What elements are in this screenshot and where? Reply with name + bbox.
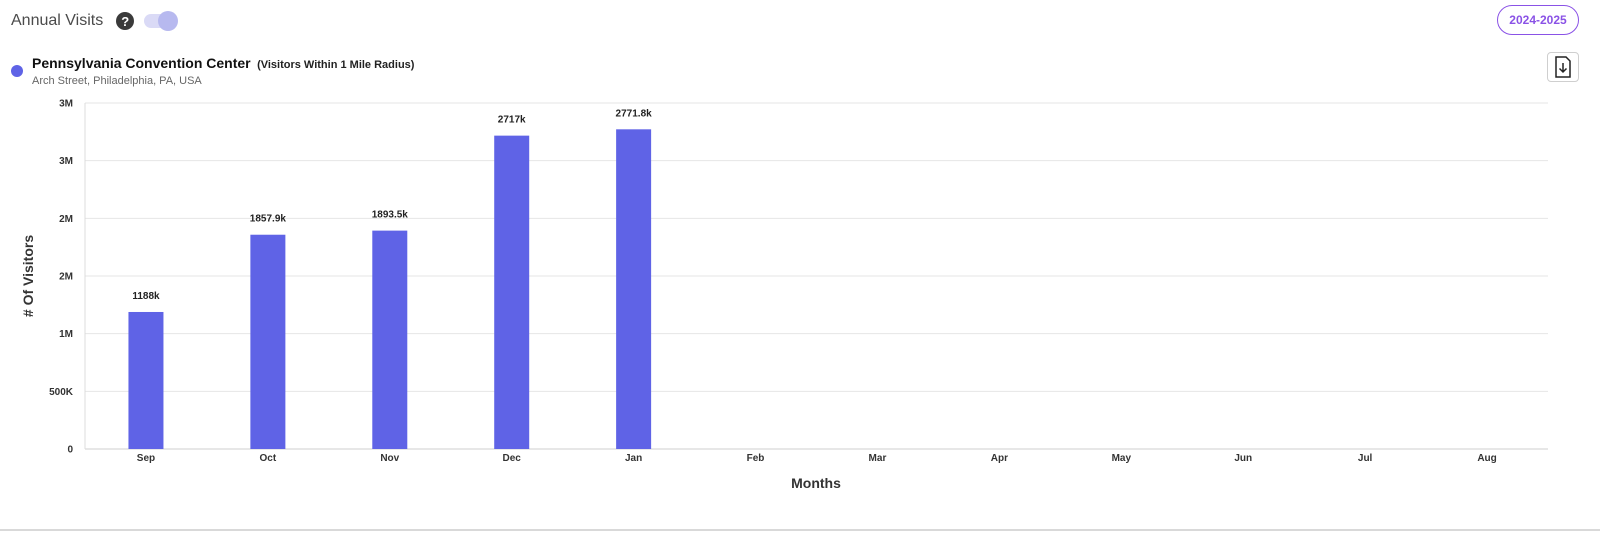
x-tick-label: Dec bbox=[503, 453, 522, 464]
download-button[interactable] bbox=[1547, 52, 1579, 82]
x-tick-label: Feb bbox=[747, 453, 765, 464]
x-tick-label: Jan bbox=[625, 453, 642, 464]
venue-heading: Pennsylvania Convention Center (Visitors… bbox=[32, 55, 414, 73]
bar-nov[interactable] bbox=[372, 230, 408, 449]
bar-value-label: 1188k bbox=[132, 291, 160, 302]
y-tick-label: 500K bbox=[49, 387, 74, 398]
bar-value-label: 2717k bbox=[498, 115, 526, 126]
x-tick-label: Apr bbox=[991, 453, 1008, 464]
y-axis-title: # Of Visitors bbox=[20, 235, 36, 317]
x-tick-label: Nov bbox=[380, 453, 399, 464]
y-tick-label: 1M bbox=[59, 329, 73, 340]
bar-dec[interactable] bbox=[494, 135, 530, 449]
series-color-dot bbox=[11, 65, 23, 77]
bar-value-label: 2771.8k bbox=[616, 108, 653, 119]
bar-value-label: 1857.9k bbox=[250, 214, 287, 225]
x-tick-label: Sep bbox=[137, 453, 155, 464]
x-tick-label: May bbox=[1112, 453, 1132, 464]
x-axis-title: Months bbox=[791, 475, 841, 491]
bar-jan[interactable] bbox=[616, 129, 652, 449]
x-tick-label: Jun bbox=[1234, 453, 1252, 464]
bar-sep[interactable] bbox=[128, 311, 164, 449]
x-tick-label: Mar bbox=[869, 453, 887, 464]
y-tick-label: 3M bbox=[59, 156, 73, 167]
y-tick-label: 0 bbox=[67, 445, 73, 456]
x-tick-label: Jul bbox=[1358, 453, 1373, 464]
venue-address: Arch Street, Philadelphia, PA, USA bbox=[32, 75, 202, 87]
x-tick-label: Aug bbox=[1477, 453, 1496, 464]
x-tick-label: Oct bbox=[260, 453, 277, 464]
toggle-knob bbox=[158, 11, 179, 31]
venue-radius-note: (Visitors Within 1 Mile Radius) bbox=[257, 59, 415, 71]
y-tick-label: 3M bbox=[59, 99, 73, 110]
period-selector-button[interactable]: 2024-2025 bbox=[1497, 5, 1579, 35]
question-circle-icon[interactable]: ? bbox=[116, 12, 135, 30]
bar-oct[interactable] bbox=[250, 234, 286, 449]
venue-name: Pennsylvania Convention Center bbox=[32, 55, 251, 71]
download-file-icon bbox=[1555, 56, 1571, 78]
annual-toggle[interactable] bbox=[144, 11, 179, 31]
card-header: Annual Visits ? bbox=[11, 8, 179, 34]
card-title: Annual Visits bbox=[11, 12, 104, 29]
y-tick-label: 2M bbox=[59, 272, 73, 283]
bar-value-label: 1893.5k bbox=[372, 210, 409, 221]
y-tick-label: 2M bbox=[59, 214, 73, 225]
